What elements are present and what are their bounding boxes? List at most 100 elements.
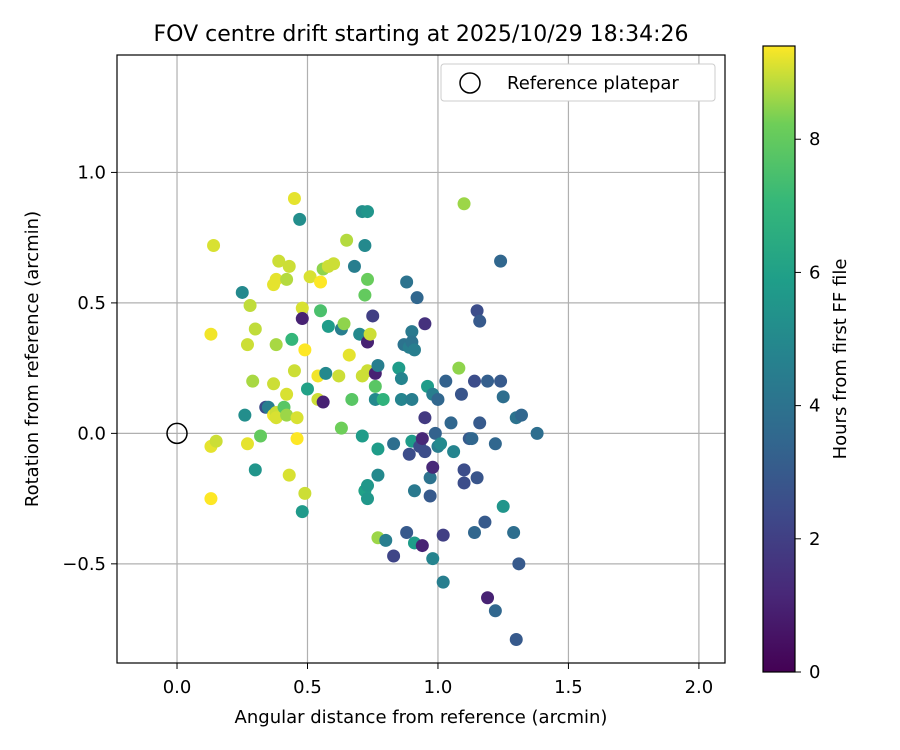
x-tick-label: 0.0 [163, 677, 192, 698]
scatter-point [235, 285, 249, 299]
colorbar-tick-label: 2 [809, 529, 820, 550]
chart-title: FOV centre drift starting at 2025/10/29 … [154, 22, 689, 47]
scatter-point [465, 432, 479, 446]
scatter-point [457, 476, 471, 490]
scatter-point [415, 539, 429, 553]
scatter-point [314, 304, 328, 318]
scatter-point [254, 429, 268, 443]
scatter-point [415, 432, 429, 446]
scatter-point [387, 549, 401, 563]
scatter-point [269, 411, 283, 425]
scatter-point [452, 361, 466, 375]
scatter-point [269, 272, 283, 286]
scatter-point [496, 390, 510, 404]
scatter-point [418, 411, 432, 425]
scatter-point [494, 254, 508, 268]
scatter-point [337, 317, 351, 331]
legend-reference-marker [459, 72, 481, 94]
scatter-point [394, 392, 408, 406]
grid-lines [117, 55, 725, 663]
scatter-point [314, 275, 328, 289]
scatter-point [457, 463, 471, 477]
scatter-point [447, 445, 461, 459]
scatter-point [327, 257, 341, 271]
scatter-point [394, 372, 408, 386]
x-tick-label: 1.5 [554, 677, 583, 698]
scatter-point [387, 437, 401, 451]
scatter-point [481, 374, 495, 388]
scatter-point [240, 437, 254, 451]
scatter-point [282, 259, 296, 273]
scatter-point [457, 197, 471, 211]
scatter-point [272, 254, 286, 268]
scatter-point [295, 312, 309, 326]
scatter-point [454, 387, 468, 401]
scatter-point [426, 552, 440, 566]
scatter-point [410, 291, 424, 305]
scatter-point [345, 392, 359, 406]
scatter-point [243, 299, 257, 313]
scatter-point [303, 270, 317, 284]
colorbar [762, 45, 796, 673]
scatter-point [371, 468, 385, 482]
scatter-point [207, 238, 221, 252]
scatter-point [436, 575, 450, 589]
x-axis-label: Angular distance from reference (arcmin) [235, 707, 608, 728]
colorbar-label: Hours from first FF file [830, 259, 851, 460]
scatter-point [428, 426, 442, 440]
scatter-point [290, 432, 304, 446]
x-tick-label: 2.0 [685, 677, 714, 698]
legend: Reference platepar [440, 63, 716, 102]
colorbar-ticks: 0 2 4 6 8 [795, 129, 820, 683]
scatter-point [361, 272, 375, 286]
scatter-point [300, 382, 314, 396]
scatter-point [295, 301, 309, 315]
scatter-point [392, 361, 406, 375]
scatter-point [295, 505, 309, 519]
colorbar-tick-label: 8 [809, 129, 820, 150]
data-points [166, 192, 544, 647]
scatter-point [293, 212, 307, 226]
scatter-point [407, 343, 421, 357]
colorbar-tick-label: 4 [809, 396, 820, 417]
scatter-point [290, 411, 304, 425]
scatter-point [347, 259, 361, 273]
scatter-point [287, 192, 301, 206]
scatter-point [530, 426, 544, 440]
scatter-point [361, 205, 375, 219]
scatter-point [282, 468, 296, 482]
scatter-point [509, 633, 523, 647]
scatter-point [298, 486, 312, 500]
scatter-point [434, 437, 448, 451]
scatter-point [407, 484, 421, 498]
scatter-point [371, 359, 385, 373]
scatter-point [358, 288, 372, 302]
scatter-point [418, 445, 432, 459]
scatter-point [287, 364, 301, 378]
scatter-point [376, 392, 390, 406]
scatter-point [269, 338, 283, 352]
scatter-point [238, 408, 252, 422]
scatter-point [467, 374, 481, 388]
scatter-point [473, 416, 487, 430]
scatter-point [363, 327, 377, 341]
legend-label: Reference platepar [507, 73, 679, 94]
scatter-point [209, 434, 223, 448]
legend-box [440, 63, 716, 102]
scatter-point [248, 322, 262, 336]
scatter-point [481, 591, 495, 605]
scatter-point [400, 526, 414, 540]
scatter-point [400, 275, 414, 289]
scatter-point [355, 429, 369, 443]
scatter-point [368, 379, 382, 393]
scatter-point [358, 238, 372, 252]
colorbar-tick-label: 0 [809, 662, 820, 683]
scatter-point [280, 272, 294, 286]
y-tick-label: 0.0 [77, 423, 106, 444]
scatter-point [248, 463, 262, 477]
scatter-point [478, 515, 492, 529]
scatter-point [405, 325, 419, 339]
x-tick-label: 0.5 [293, 677, 322, 698]
scatter-point [488, 604, 502, 618]
